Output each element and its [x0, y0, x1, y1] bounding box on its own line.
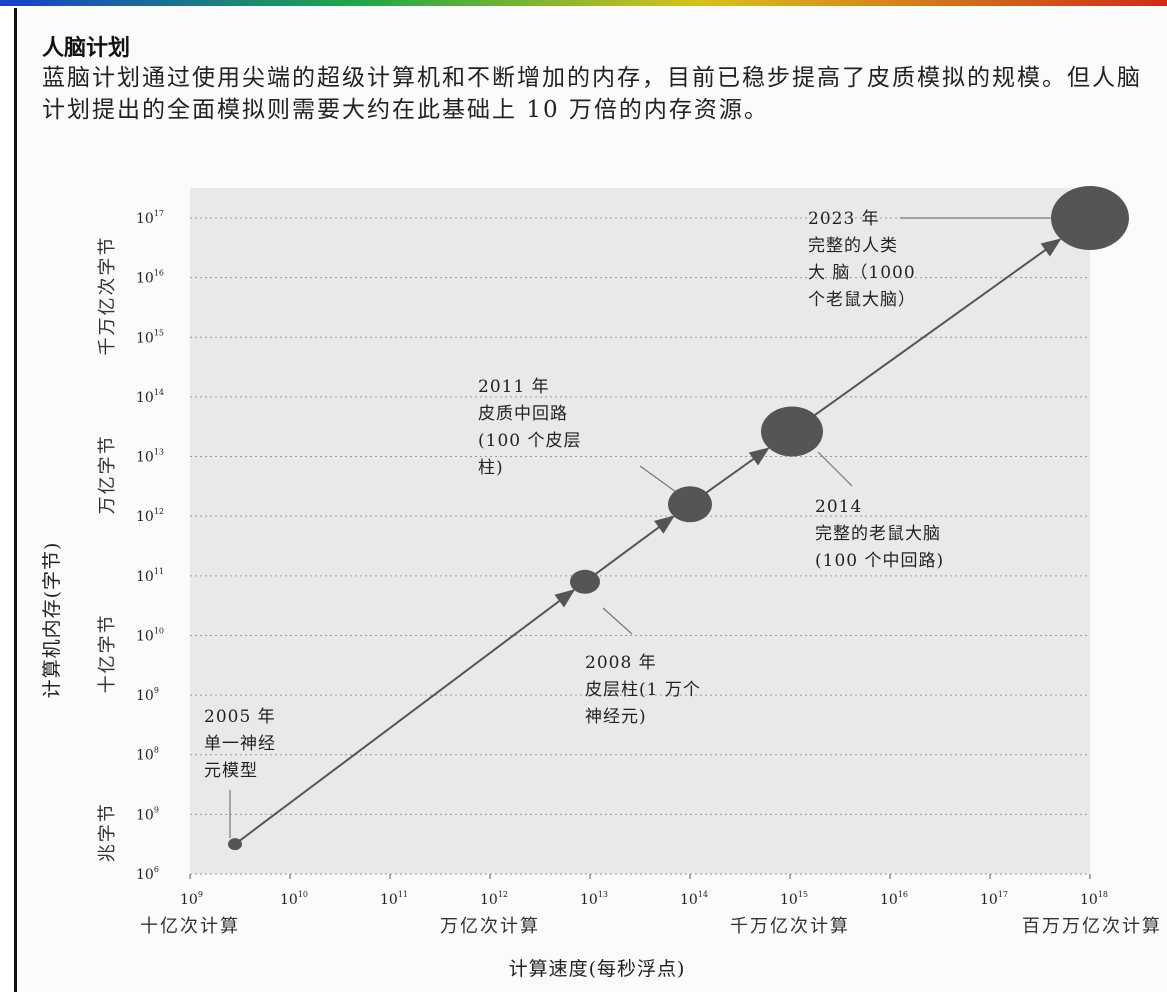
y-tick-label: 1016: [136, 269, 164, 287]
trend-arrow: [239, 589, 576, 842]
callout-leader-2011: [639, 465, 677, 493]
y-tick-label: 1017: [136, 209, 164, 227]
y-unit-label: 千万亿次字节: [97, 236, 118, 356]
y-axis-ticks: 106 109 108 109 1010 1011 1012 1013 1014 1015 1016…: [136, 209, 164, 883]
callout-label-2011: 柱): [478, 458, 504, 478]
y-tick-label: 106: [136, 865, 159, 883]
callout-leader-2014: [817, 451, 853, 487]
top-color-stripe: [0, 0, 1167, 6]
x-unit-label: 百万万亿次计算: [1022, 916, 1162, 937]
x-axis-title: 计算速度(每秒浮点): [509, 958, 686, 980]
y-tick-label: 1015: [136, 328, 164, 346]
unit-labels: 十亿次计算 万亿次计算 千万亿次计算 百万万亿次计算 兆字节 十亿字节 万亿字节 千万亿次字节: [97, 236, 1162, 937]
x-tick-label: 1018: [1080, 890, 1108, 908]
marker-2023: [1051, 186, 1129, 250]
y-unit-label: 兆字节: [97, 802, 118, 862]
plot-area: [190, 188, 1090, 874]
y-tick-label: 1011: [136, 567, 164, 585]
left-border-rule: [14, 8, 17, 992]
y-tick-label: 108: [136, 746, 159, 764]
callout-label-2023: 大 脑（1000: [808, 263, 916, 283]
x-unit-label: 千万亿次计算: [730, 916, 850, 937]
y-tick-label: 1010: [136, 626, 164, 644]
x-tick-label: 1010: [280, 890, 308, 908]
callout-label-2005: 单一神经: [204, 734, 276, 754]
callout-label-2023: 2023 年: [808, 209, 880, 229]
y-unit-label: 十亿字节: [97, 613, 118, 693]
x-tick-label: 109: [180, 890, 203, 908]
x-tick-label: 1014: [680, 890, 708, 908]
callout-label-2008: 皮层柱(1 万个: [585, 680, 701, 700]
callout-label-2023: 完整的人类: [808, 236, 898, 256]
callout-label-2014: 完整的老鼠大脑: [815, 524, 941, 544]
x-tick-label: 1013: [580, 890, 608, 908]
marker-2011: [668, 486, 712, 523]
callout-label-2005: 2005 年: [204, 707, 276, 727]
trend-arrow: [595, 515, 675, 575]
x-tick-label: 1016: [880, 890, 908, 908]
callout-label-2014: 2014: [815, 497, 862, 517]
x-tick-label: 1011: [380, 890, 408, 908]
y-tick-label: 109: [136, 805, 159, 823]
callout-label-2014: (100 个中回路): [815, 551, 944, 571]
trend-arrow: [705, 447, 770, 494]
data-points: [228, 186, 1129, 851]
x-tick-label: 1012: [480, 890, 508, 908]
trend-arrow: [814, 238, 1062, 417]
marker-2005: [228, 838, 242, 851]
x-unit-label: 十亿次计算: [140, 916, 240, 937]
x-tick-label: 1015: [780, 890, 808, 908]
callout-leaders: [229, 217, 1050, 838]
callout-label-2011: 皮质中回路: [478, 404, 568, 424]
y-tick-label: 109: [136, 686, 159, 704]
y-unit-label: 万亿字节: [97, 434, 118, 514]
callout-label-2011: (100 个皮层: [478, 431, 581, 451]
y-axis-title: 计算机内存(字节): [41, 542, 63, 699]
x-unit-label: 万亿次计算: [440, 916, 540, 937]
marker-2014: [761, 406, 823, 457]
callout-label-2023: 个老鼠大脑）: [808, 290, 916, 310]
caption-text: 蓝脑计划通过使用尖端的超级计算机和不断增加的内存，目前已稳步提高了皮质模拟的规模…: [42, 65, 1142, 123]
y-tick-label: 1012: [136, 507, 164, 525]
callout-label-2008: 神经元): [585, 707, 647, 727]
x-tick-label: 1017: [980, 890, 1008, 908]
y-tick-label: 1013: [136, 448, 164, 466]
callout-label-2005: 元模型: [204, 761, 258, 781]
callout-label-2011: 2011 年: [478, 377, 550, 397]
x-axis-ticks: 109 1010 1011 1012 1013 1014 1015 1016 1017 1018: [180, 874, 1108, 908]
callout-label-2008: 2008 年: [585, 653, 657, 673]
y-tick-label: 1014: [136, 388, 164, 406]
section-heading: 人脑计划: [42, 36, 131, 61]
marker-2008: [570, 569, 600, 594]
trend-arrows: [239, 238, 1062, 842]
callout-leader-2008: [602, 607, 633, 635]
